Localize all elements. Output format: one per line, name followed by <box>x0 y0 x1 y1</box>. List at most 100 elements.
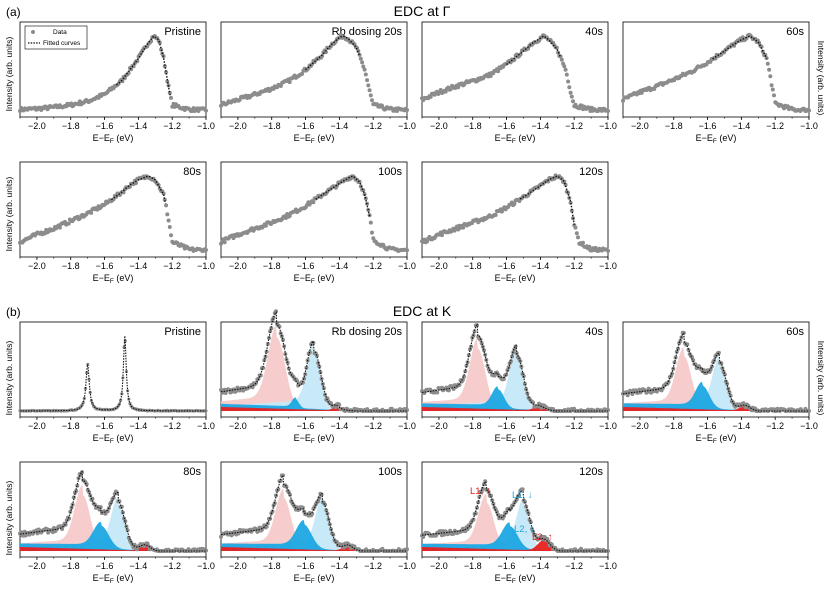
x-tick-label: −1.8 <box>665 121 683 131</box>
x-tick-label: −1.8 <box>464 261 482 271</box>
data-point <box>473 511 478 516</box>
x-tick-label: −1.4 <box>129 421 147 431</box>
data-point <box>768 74 773 79</box>
x-tick-label: −1.0 <box>398 261 416 271</box>
x-tick-label: −1.6 <box>297 261 315 271</box>
y-axis-label-a1: Intensity (arb. units) <box>4 37 14 112</box>
legend-fit-label: Fitted curves <box>43 40 81 47</box>
panel-gamma-0-0: −2.0 −1.8 −1.6 −1.4 −1.2 −1.0 E−EF (eV) Pristin… <box>18 21 215 145</box>
x-tick-label: −2.0 <box>28 121 46 131</box>
component-l2-up <box>221 406 407 411</box>
panel-label: 80s <box>183 466 201 478</box>
x-tick-label: −2.0 <box>28 261 46 271</box>
data-point <box>520 487 525 492</box>
data-point <box>476 500 481 505</box>
x-tick-label: −1.0 <box>599 421 617 431</box>
x-tick-label: −1.6 <box>498 421 516 431</box>
plot-frame <box>19 461 207 558</box>
x-tick-label: −1.0 <box>197 421 215 431</box>
panel-label: 120s <box>579 166 603 178</box>
x-axis-label: E−EF (eV) <box>495 133 536 145</box>
x-tick-label: −1.2 <box>364 561 382 571</box>
component-l2-down <box>422 522 608 551</box>
data-point <box>66 221 71 226</box>
x-tick-label: −1.2 <box>163 421 181 431</box>
data-point <box>357 52 362 57</box>
panel-label: 80s <box>183 166 201 178</box>
data-point <box>370 98 374 103</box>
data-point <box>767 67 772 72</box>
legend-box <box>24 25 88 50</box>
data-point <box>287 80 292 85</box>
data-point <box>501 377 506 381</box>
x-tick-label: −1.4 <box>330 121 348 131</box>
x-tick-label: −1.2 <box>565 261 583 271</box>
panel-label: 100s <box>378 166 402 178</box>
x-tick-label: −2.0 <box>631 121 649 131</box>
section-a-letter: (a) <box>6 5 21 19</box>
data-point <box>362 67 367 72</box>
x-tick-label: −1.6 <box>96 421 114 431</box>
x-tick-label: −1.8 <box>464 121 482 131</box>
x-axis-label: E−EF (eV) <box>294 573 335 585</box>
x-axis-label: E−EF (eV) <box>495 273 536 285</box>
annotation-l1: L1, ↓ <box>512 490 533 501</box>
x-tick-label: −1.0 <box>197 561 215 571</box>
data-point <box>121 190 126 195</box>
data-point <box>428 94 433 99</box>
fitted-curve <box>506 35 562 66</box>
x-axis-label: E−EF (eV) <box>93 273 134 285</box>
x-tick-label: −1.0 <box>800 421 818 431</box>
panel-label: Rb dosing 20s <box>332 326 403 338</box>
x-tick-label: −2.0 <box>28 421 46 431</box>
data-point <box>300 71 305 76</box>
data-point <box>204 248 208 252</box>
data-point <box>271 315 276 320</box>
x-tick-label: −1.4 <box>330 421 348 431</box>
x-tick-label: −2.0 <box>430 561 448 571</box>
data-point <box>370 230 374 235</box>
data-point <box>568 90 573 95</box>
data-point <box>573 225 578 230</box>
data-point <box>460 377 465 382</box>
annotation-l2: L2, ↓ <box>514 524 535 535</box>
section-b-letter: (b) <box>6 305 21 319</box>
x-axis-label: E−EF (eV) <box>93 573 134 585</box>
data-point <box>567 85 572 90</box>
x-tick-label: −2.0 <box>229 121 247 131</box>
component-l1-down <box>422 348 608 411</box>
data-point <box>405 248 409 253</box>
data-point <box>284 484 289 489</box>
data-point <box>546 179 551 184</box>
x-axis-label: E−EF (eV) <box>294 273 335 285</box>
data-point <box>566 79 571 84</box>
legend-data-marker <box>31 30 35 34</box>
fitted-curve <box>110 175 167 204</box>
panel-gamma-1-0: −2.0 −1.8 −1.6 −1.4 −1.2 −1.0 E−EF (eV) Rb dosi… <box>219 21 416 145</box>
panel-label: Rb dosing 20s <box>332 26 403 38</box>
fitted-curve <box>20 335 206 412</box>
x-axis-label: E−EF (eV) <box>495 573 536 585</box>
x-tick-label: −1.0 <box>398 121 416 131</box>
x-tick-label: −1.4 <box>129 561 147 571</box>
data-point <box>606 408 610 412</box>
data-point <box>134 181 139 185</box>
x-tick-label: −1.6 <box>297 121 315 131</box>
plot-frame <box>421 321 609 418</box>
x-tick-label: −1.8 <box>263 261 281 271</box>
x-tick-label: −2.0 <box>430 421 448 431</box>
plot-frame <box>421 21 609 118</box>
x-tick-label: −1.8 <box>263 121 281 131</box>
data-point <box>606 248 610 253</box>
data-point <box>531 400 536 405</box>
x-tick-label: −1.2 <box>364 261 382 271</box>
y-axis-label-right-b: Intensity (arb. units) <box>816 341 826 416</box>
data-point <box>457 383 462 387</box>
component-l1-up <box>221 488 407 551</box>
fitted-curve <box>20 470 206 552</box>
panels: −2.0 −1.8 −1.6 −1.4 −1.2 −1.0 E−EF (eV) Pristin… <box>18 21 818 585</box>
data-point <box>405 547 409 552</box>
plot-frame <box>220 161 408 258</box>
x-axis-label: E−EF (eV) <box>93 133 134 145</box>
component-l1-down <box>422 498 608 551</box>
